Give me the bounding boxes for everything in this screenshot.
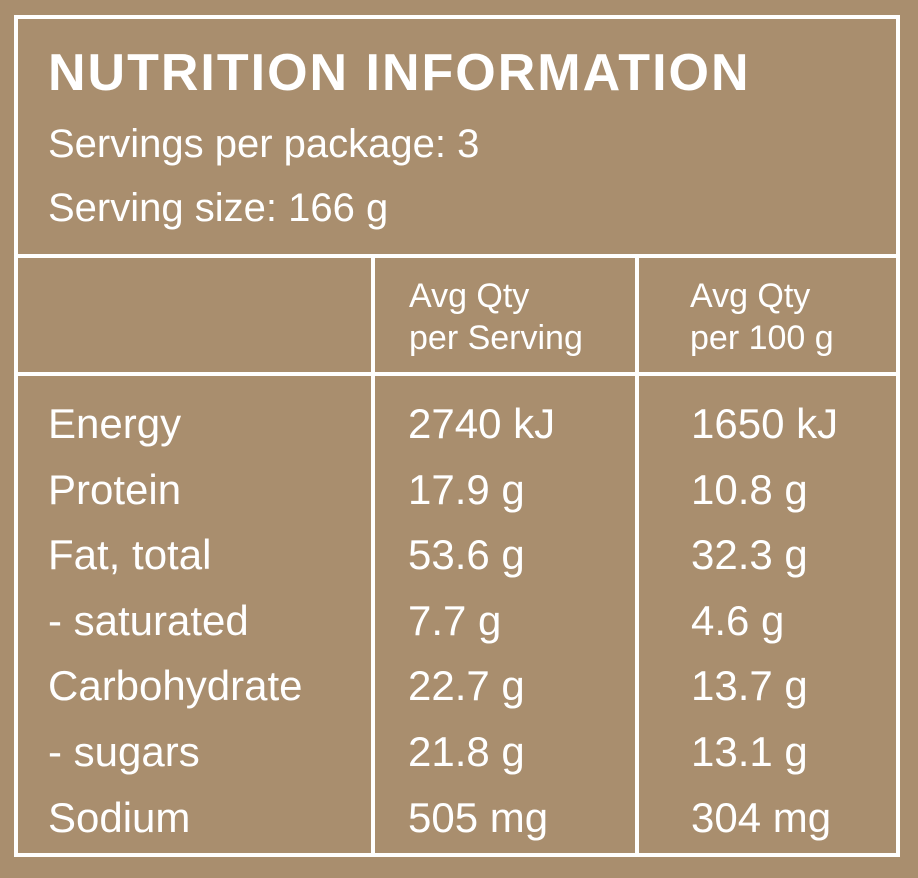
nutrient-name: - sugars xyxy=(48,727,200,775)
table-row: - saturated 7.7 g 4.6 g xyxy=(18,596,896,662)
table-row: - sugars 21.8 g 13.1 g xyxy=(18,727,896,793)
per-serving-value: 21.8 g xyxy=(408,727,525,775)
per-100g-value: 304 mg xyxy=(691,793,832,841)
column-header-per-serving-line-2: per Serving xyxy=(409,319,583,357)
table-row: Energy 2740 kJ 1650 kJ xyxy=(18,399,896,465)
table-row: Fat, total 53.6 g 32.3 g xyxy=(18,530,896,596)
servings-per-package: Servings per package: 3 xyxy=(48,122,480,166)
table-row: Carbohydrate 22.7 g 13.7 g xyxy=(18,661,896,727)
nutrient-name: Carbohydrate xyxy=(48,662,303,710)
column-header-per-100g: Avg Qty per 100 g xyxy=(690,275,834,359)
column-divider-1 xyxy=(371,258,375,853)
table-row: Sodium 505 mg 304 mg xyxy=(18,793,896,859)
nutrition-panel: NUTRITION INFORMATION Servings per packa… xyxy=(14,15,900,857)
per-serving-value: 7.7 g xyxy=(408,596,502,644)
serving-size: Serving size: 166 g xyxy=(48,186,389,230)
per-serving-value: 22.7 g xyxy=(408,662,525,710)
column-header-divider xyxy=(18,372,896,376)
nutrient-name: Protein xyxy=(48,465,182,513)
per-serving-value: 17.9 g xyxy=(408,465,525,513)
column-header-per-100g-line-2: per 100 g xyxy=(690,319,834,357)
nutrient-table: Energy 2740 kJ 1650 kJ Protein 17.9 g 10… xyxy=(18,399,896,858)
per-serving-value: 53.6 g xyxy=(408,531,525,579)
per-100g-value: 1650 kJ xyxy=(691,400,839,447)
per-100g-value: 13.1 g xyxy=(691,727,808,775)
nutrient-name: Sodium xyxy=(48,793,191,841)
panel-title: NUTRITION INFORMATION xyxy=(48,44,751,102)
nutrient-name: Fat, total xyxy=(48,531,212,579)
nutrient-name: - saturated xyxy=(48,596,249,644)
header-divider xyxy=(18,254,896,258)
per-100g-value: 32.3 g xyxy=(691,531,808,579)
table-row: Protein 17.9 g 10.8 g xyxy=(18,465,896,531)
per-serving-value: 2740 kJ xyxy=(408,400,556,447)
column-header-per-100g-line-1: Avg Qty xyxy=(690,277,811,315)
per-100g-value: 10.8 g xyxy=(691,465,808,513)
column-header-per-serving-line-1: Avg Qty xyxy=(409,277,530,315)
nutrient-name: Energy xyxy=(48,400,182,447)
per-100g-value: 13.7 g xyxy=(691,662,808,710)
per-serving-value: 505 mg xyxy=(408,793,549,841)
per-100g-value: 4.6 g xyxy=(691,596,785,644)
column-divider-2 xyxy=(635,258,639,853)
column-header-per-serving: Avg Qty per Serving xyxy=(409,275,583,359)
